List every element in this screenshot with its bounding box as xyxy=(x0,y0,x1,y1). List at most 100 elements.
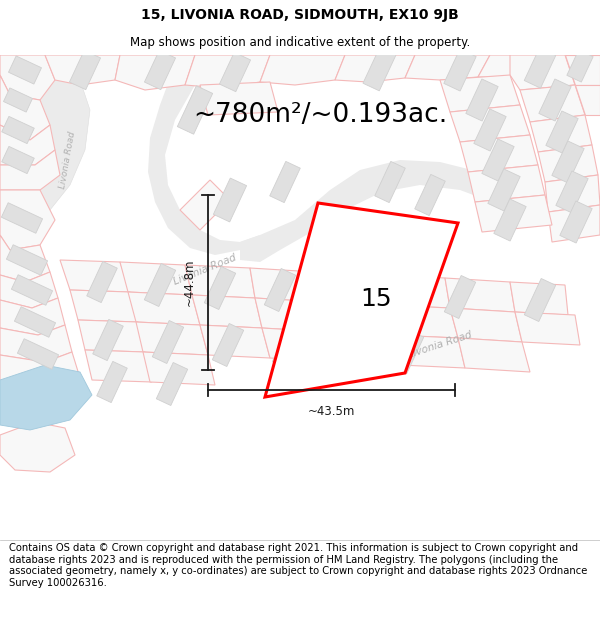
Polygon shape xyxy=(392,335,465,368)
Polygon shape xyxy=(315,272,385,305)
Polygon shape xyxy=(538,145,598,182)
Polygon shape xyxy=(262,328,335,362)
Polygon shape xyxy=(264,269,296,311)
Polygon shape xyxy=(332,328,364,371)
Polygon shape xyxy=(180,180,230,230)
Text: Livonia Road: Livonia Road xyxy=(407,330,473,360)
Polygon shape xyxy=(0,55,90,225)
Polygon shape xyxy=(70,290,138,322)
Polygon shape xyxy=(0,150,60,190)
Polygon shape xyxy=(560,201,592,243)
Polygon shape xyxy=(156,362,188,406)
Polygon shape xyxy=(8,56,41,84)
Polygon shape xyxy=(474,109,506,151)
Polygon shape xyxy=(85,350,152,382)
Polygon shape xyxy=(515,312,580,345)
Polygon shape xyxy=(524,279,556,321)
Polygon shape xyxy=(363,45,397,91)
Polygon shape xyxy=(482,139,514,181)
Polygon shape xyxy=(565,55,600,85)
Polygon shape xyxy=(444,49,476,91)
Polygon shape xyxy=(120,262,192,295)
Polygon shape xyxy=(450,105,530,142)
Polygon shape xyxy=(185,265,255,298)
Polygon shape xyxy=(510,55,575,90)
Polygon shape xyxy=(552,141,584,183)
Polygon shape xyxy=(415,174,445,216)
Polygon shape xyxy=(444,276,476,319)
Polygon shape xyxy=(524,48,556,88)
Polygon shape xyxy=(204,266,236,309)
Polygon shape xyxy=(335,55,415,82)
Polygon shape xyxy=(0,272,58,308)
Polygon shape xyxy=(4,88,32,112)
Polygon shape xyxy=(520,85,585,122)
Polygon shape xyxy=(0,75,50,140)
Polygon shape xyxy=(200,325,270,358)
Text: Map shows position and indicative extent of the property.: Map shows position and indicative extent… xyxy=(130,36,470,49)
Text: ~44.8m: ~44.8m xyxy=(183,259,196,306)
Polygon shape xyxy=(260,55,345,85)
Polygon shape xyxy=(466,79,498,121)
Polygon shape xyxy=(375,161,405,202)
Polygon shape xyxy=(128,292,200,325)
Polygon shape xyxy=(548,205,600,242)
Polygon shape xyxy=(440,75,520,112)
Polygon shape xyxy=(250,268,320,302)
Text: ~43.5m: ~43.5m xyxy=(308,405,355,418)
Polygon shape xyxy=(60,260,130,292)
Polygon shape xyxy=(530,115,592,152)
Polygon shape xyxy=(324,271,356,314)
Polygon shape xyxy=(240,160,530,262)
Polygon shape xyxy=(212,324,244,366)
Polygon shape xyxy=(478,55,560,77)
Polygon shape xyxy=(460,135,538,172)
Polygon shape xyxy=(178,86,212,134)
Polygon shape xyxy=(265,203,458,397)
Polygon shape xyxy=(539,79,571,121)
Polygon shape xyxy=(0,422,75,472)
Text: Livonia Road: Livonia Road xyxy=(59,131,77,189)
Polygon shape xyxy=(0,298,65,335)
Polygon shape xyxy=(0,365,92,430)
Polygon shape xyxy=(458,338,530,372)
Polygon shape xyxy=(220,52,251,92)
Polygon shape xyxy=(144,264,176,306)
Polygon shape xyxy=(148,55,260,255)
Polygon shape xyxy=(545,175,600,212)
Polygon shape xyxy=(556,171,588,213)
Polygon shape xyxy=(380,275,450,308)
Polygon shape xyxy=(450,308,522,342)
Polygon shape xyxy=(567,50,593,82)
Text: 15: 15 xyxy=(361,287,392,311)
Polygon shape xyxy=(385,305,458,338)
Polygon shape xyxy=(0,55,55,100)
Polygon shape xyxy=(78,320,145,352)
Polygon shape xyxy=(2,146,34,174)
Polygon shape xyxy=(143,352,215,385)
Polygon shape xyxy=(405,55,490,80)
Polygon shape xyxy=(200,82,278,115)
Text: 15, LIVONIA ROAD, SIDMOUTH, EX10 9JB: 15, LIVONIA ROAD, SIDMOUTH, EX10 9JB xyxy=(141,8,459,22)
Polygon shape xyxy=(2,116,34,144)
Polygon shape xyxy=(0,325,72,362)
Polygon shape xyxy=(328,332,400,365)
Polygon shape xyxy=(17,339,59,369)
Polygon shape xyxy=(546,111,578,153)
Polygon shape xyxy=(468,165,545,202)
Polygon shape xyxy=(45,55,120,85)
Polygon shape xyxy=(93,319,123,361)
Polygon shape xyxy=(548,55,600,75)
Polygon shape xyxy=(445,278,515,312)
Text: Livonia Road: Livonia Road xyxy=(172,253,238,287)
Polygon shape xyxy=(152,321,184,364)
Polygon shape xyxy=(11,275,53,305)
Polygon shape xyxy=(70,51,101,89)
Polygon shape xyxy=(475,195,552,232)
Polygon shape xyxy=(0,190,55,250)
Polygon shape xyxy=(0,352,80,388)
Polygon shape xyxy=(192,295,262,328)
Polygon shape xyxy=(87,261,117,302)
Polygon shape xyxy=(145,51,176,89)
Polygon shape xyxy=(510,282,568,315)
